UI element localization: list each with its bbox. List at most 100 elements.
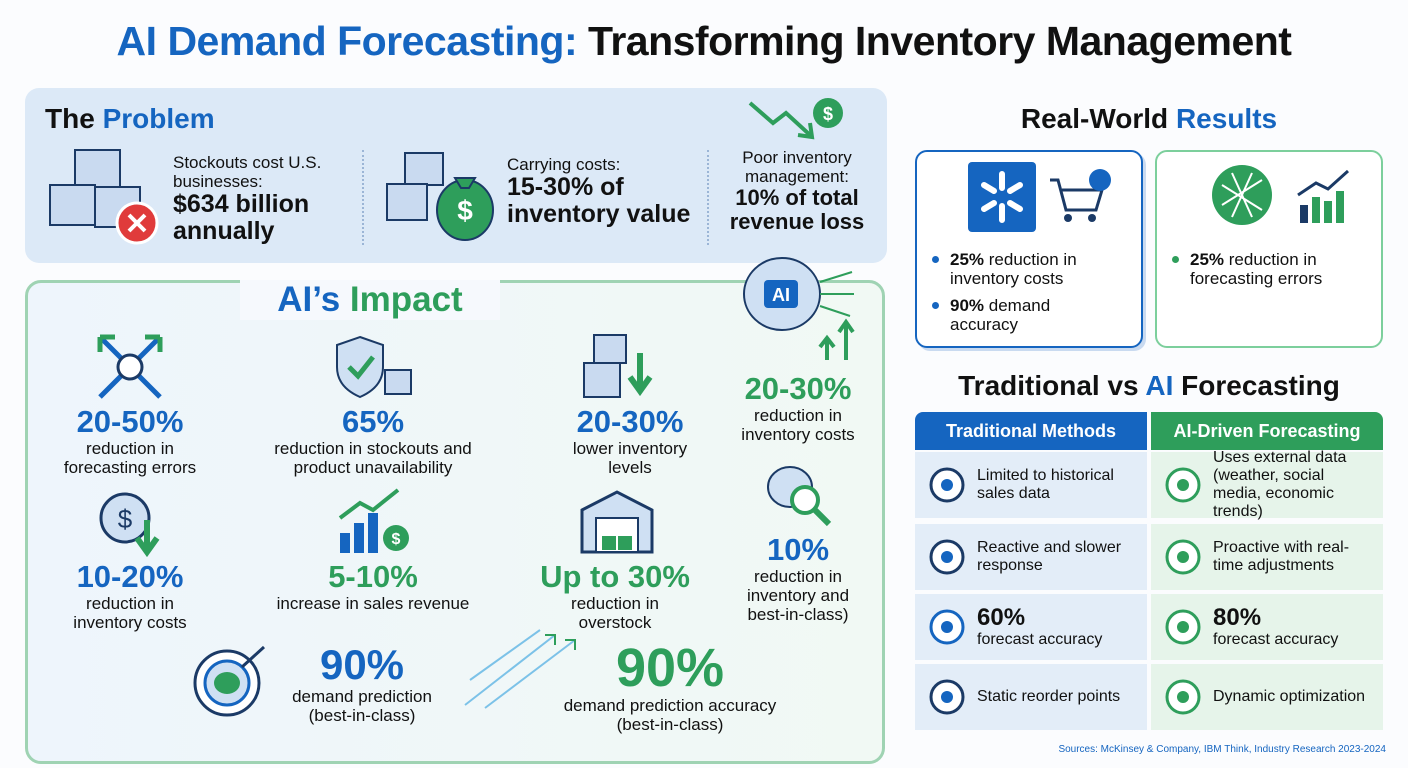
stat-desc: demand prediction accuracy (best-in-clas… (563, 696, 777, 734)
result-list: 25% reduction in inventory costs 90% dem… (930, 250, 1120, 334)
heading-part: Problem (102, 103, 215, 134)
divider (707, 150, 709, 245)
impact-stat: Up to 30% reduction in overstock (515, 559, 715, 633)
svg-text:$: $ (457, 195, 473, 226)
bullet-text: demand accuracy (950, 296, 1051, 334)
cell-text: Limited to historical sales data (977, 467, 1114, 502)
sources: Sources: McKinsey & Company, IBM Think, … (1058, 744, 1386, 755)
problem-figure: 10% of total revenue loss (729, 185, 865, 234)
cell-icon (929, 467, 965, 503)
comparison-cell: Static reorder points (915, 664, 1147, 730)
cell-text: Reactive and slower response (977, 539, 1122, 574)
target-brain-icon (192, 645, 272, 720)
heading-part: Real-World (1020, 103, 1169, 134)
cell-icon (1165, 679, 1201, 715)
stat-value: 90% (615, 638, 725, 698)
impact-stat: 90% demand prediction (best-in-class) (272, 641, 452, 726)
boxes-icon (45, 145, 165, 250)
stat-value: 10% (766, 532, 830, 567)
stat-value: Up to 30% (540, 559, 690, 594)
stat-value: 20-30% (744, 371, 852, 406)
problem-label: Stockouts cost U.S. businesses: (173, 153, 322, 191)
column-header: AI-Driven Forecasting (1151, 412, 1383, 450)
cell-text: forecast accuracy (977, 631, 1103, 648)
svg-text:AI: AI (772, 285, 790, 305)
comparison-cell: Uses external data (weather, social medi… (1151, 449, 1383, 520)
heading-part: Impact (349, 280, 463, 319)
stat-value: 10-20% (76, 559, 184, 594)
bullet-figure: 25% (950, 250, 985, 269)
heading-part: AI’s (277, 280, 341, 319)
cell-icon (929, 609, 965, 645)
problem-figure: 15-30% of inventory value (507, 173, 691, 228)
retailer-logos (1212, 165, 1352, 225)
impact-stat: 10% reduction in inventory and best-in-c… (728, 532, 868, 625)
loss-icon: $ (748, 98, 843, 145)
problem-label: Carrying costs: (507, 155, 621, 174)
stat-desc: reduction in inventory and best-in-class… (746, 567, 850, 624)
warehouse-icon (580, 490, 655, 555)
problem-figure: $634 billion annually (173, 190, 310, 245)
result-bullet: 25% reduction in forecasting errors (1170, 250, 1365, 288)
cell-icon (929, 539, 965, 575)
arrows-icon (95, 332, 165, 402)
column-header: Traditional Methods (915, 412, 1147, 450)
stat-value: 5-10% (328, 559, 418, 594)
ai-brain-icon: AI (742, 252, 862, 364)
boxes-down-icon (582, 333, 657, 401)
result-bullet: 25% reduction in inventory costs (930, 250, 1120, 288)
title: AI Demand Forecasting: Transforming Inve… (0, 18, 1408, 65)
divider (362, 150, 364, 245)
cell-text: forecast accuracy (1213, 631, 1339, 648)
results-heading: Real-World Results (915, 103, 1383, 135)
title-part: AI Demand Forecasting: (116, 18, 578, 64)
cell-icon (1165, 609, 1201, 645)
bullet-text: reduction in forecasting errors (1190, 250, 1323, 288)
problem-label: Poor inventory management: (742, 148, 852, 186)
stat-desc: increase in sales revenue (276, 594, 470, 613)
comparison-heading: Traditional vs AI Forecasting (915, 370, 1383, 402)
bullet-text: reduction in inventory costs (950, 250, 1077, 288)
stat-desc: lower inventory levels (572, 439, 688, 477)
stat-desc: reduction in inventory costs (73, 594, 187, 632)
cell-text: Static reorder points (977, 688, 1121, 705)
stat-desc: reduction in overstock (571, 594, 659, 632)
result-list: 25% reduction in forecasting errors (1170, 250, 1365, 288)
cell-text: Uses external data (weather, social medi… (1213, 449, 1347, 520)
speed-lines (460, 620, 590, 710)
impact-stat: 5-10% increase in sales revenue (253, 559, 493, 614)
cell-icon (1165, 467, 1201, 503)
stat-value: 20-50% (76, 404, 184, 439)
heading-part: Forecasting (1181, 370, 1340, 401)
problem-item: Stockouts cost U.S. businesses: $634 bil… (173, 153, 323, 245)
stat-desc: reduction in forecasting errors (63, 439, 197, 477)
stat-desc: reduction in inventory costs (741, 406, 855, 444)
brain-search-icon (765, 462, 835, 532)
impact-stat: 20-50% reduction in forecasting errors (20, 404, 240, 478)
heading-part: The (45, 103, 95, 134)
heading-part: Results (1175, 103, 1278, 134)
coin-down-icon: $ (97, 490, 167, 555)
impact-stat: 20-30% lower inventory levels (530, 405, 730, 478)
cell-icon (1165, 539, 1201, 575)
money-bag-icon: $ (385, 148, 500, 243)
bullet-figure: 90% (950, 296, 985, 315)
heading-part: AI (1145, 370, 1174, 401)
shield-icon (335, 335, 415, 400)
stat-value: 90% (319, 641, 405, 688)
comparison-cell: Proactive with real-time adjustments (1151, 524, 1383, 590)
impact-stat: 10-20% reduction in inventory costs (20, 559, 240, 633)
comparison-cell: Dynamic optimization (1151, 664, 1383, 730)
result-bullet: 90% demand accuracy (930, 296, 1090, 334)
impact-stat: 65% reduction in stockouts and product u… (253, 405, 493, 478)
problem-heading: The Problem (45, 103, 215, 135)
growth-icon: $ (338, 488, 409, 553)
problem-item: Carrying costs: 15-30% of inventory valu… (507, 155, 697, 228)
comparison-cell: Limited to historical sales data (915, 452, 1147, 518)
impact-stat: 90% demand prediction accuracy (best-in-… (540, 640, 800, 734)
svg-text:$: $ (823, 104, 833, 124)
cell-text: Dynamic optimization (1213, 688, 1366, 705)
svg-text:$: $ (392, 531, 401, 548)
impact-stat: 20-30% reduction in inventory costs (718, 371, 878, 445)
